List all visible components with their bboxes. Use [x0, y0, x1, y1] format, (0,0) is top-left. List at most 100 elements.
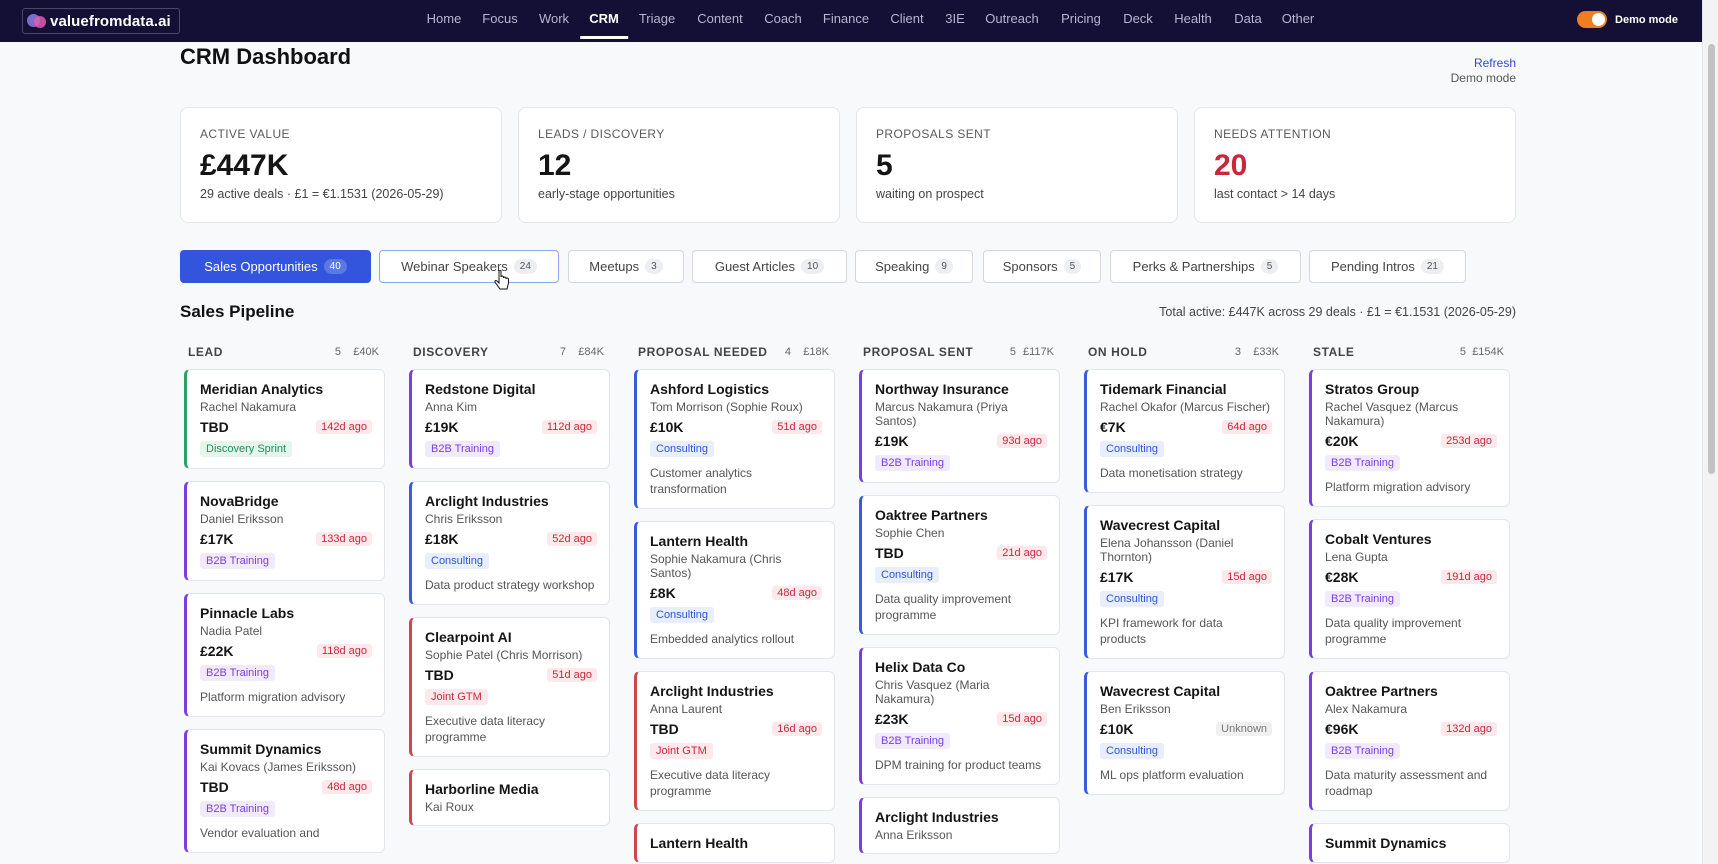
deal-value: €28K: [1325, 569, 1359, 585]
top-navigation-bar: valuefromdata.ai Home Focus Work CRM Triage C…: [0, 0, 1718, 42]
deal-card[interactable]: Ashford Logistics Tom Morrison (Sophie Ro…: [634, 369, 835, 509]
column-value: £40K: [353, 346, 379, 358]
deal-card[interactable]: Summit Dynamics: [1309, 823, 1510, 863]
nav-home[interactable]: Home: [426, 11, 462, 26]
page-title: CRM Dashboard: [180, 44, 352, 69]
column-name: LEAD: [188, 345, 224, 359]
deal-value: €7K: [1100, 419, 1126, 435]
stat-value: 20: [1214, 149, 1248, 182]
mode-indicator: Demo mode: [1450, 71, 1516, 85]
deal-card[interactable]: Helix Data Co Chris Vasquez (Maria Nakamu…: [859, 647, 1060, 785]
deal-card[interactable]: Northway Insurance Marcus Nakamura (Priya…: [859, 369, 1060, 483]
deal-description: KPI framework for data products: [1100, 616, 1223, 646]
deal-card[interactable]: NovaBridge Daniel Eriksson £17K 133d ago B2B…: [184, 481, 385, 581]
deal-contact: Rachel Vasquez (Marcus Nakamura): [1325, 400, 1459, 428]
column-value: £84K: [578, 346, 604, 358]
deal-contact: Kai Kovacs (James Eriksson): [200, 760, 357, 774]
deal-company: NovaBridge: [200, 493, 279, 509]
tab-perks-partnerships[interactable]: Perks & Partnerships 5: [1110, 250, 1301, 283]
nav-client[interactable]: Client: [890, 11, 924, 26]
deal-card[interactable]: Meridian Analytics Rachel Nakamura TBD 142d…: [184, 369, 385, 469]
deal-card[interactable]: Arclight Industries Chris Eriksson £18K 52d…: [409, 481, 610, 605]
demo-mode-label: Demo mode: [1615, 13, 1678, 26]
deal-type-tag: B2B Training: [200, 553, 275, 569]
nav-data[interactable]: Data: [1234, 11, 1262, 26]
deal-contact: Rachel Nakamura: [200, 400, 297, 414]
column-value: £117K: [1023, 346, 1054, 358]
deal-card[interactable]: Harborline Media Kai Roux: [409, 769, 610, 826]
tab-label: Sponsors: [1002, 259, 1058, 274]
deal-card[interactable]: Lantern Health Sophie Nakamura (Chris San…: [634, 521, 835, 659]
deal-contact: Anna Kim: [425, 400, 478, 414]
deal-card[interactable]: Oaktree Partners Alex Nakamura €96K 132d ag…: [1309, 671, 1510, 811]
refresh-link[interactable]: Refresh: [1473, 56, 1516, 70]
nav-work[interactable]: Work: [538, 11, 570, 26]
nav-triage[interactable]: Triage: [638, 11, 676, 26]
deal-contact: Chris Eriksson: [425, 512, 503, 526]
deal-card[interactable]: Stratos Group Rachel Vasquez (Marcus Naka…: [1309, 369, 1510, 507]
deal-card[interactable]: Arclight Industries Anna Eriksson: [859, 797, 1060, 854]
deal-card[interactable]: Lantern Health: [634, 823, 835, 863]
deal-card[interactable]: Cobalt Ventures Lena Gupta €28K 191d ago B2B…: [1309, 519, 1510, 659]
nav-finance[interactable]: Finance: [822, 11, 870, 26]
nav-deck[interactable]: Deck: [1123, 11, 1153, 26]
deal-value-row: TBD 21d ago: [875, 545, 1047, 561]
tab-sales-opportunities[interactable]: Sales Opportunities 40: [180, 250, 371, 283]
stat-subtitle: waiting on prospect: [876, 187, 984, 201]
nav-other[interactable]: Other: [1281, 11, 1315, 26]
tab-label: Guest Articles: [714, 259, 796, 274]
brand-logo[interactable]: valuefromdata.ai: [22, 8, 180, 34]
nav-focus[interactable]: Focus: [482, 11, 518, 26]
scrollbar-thumb[interactable]: [1708, 44, 1715, 474]
pipeline-column-lead: LEAD 5 £40K Meridian Analytics Rachel Nakamu…: [180, 340, 385, 853]
deal-contact: Tom Morrison (Sophie Roux): [650, 400, 803, 414]
nav-outreach[interactable]: Outreach: [985, 11, 1039, 26]
deal-description: Executive data literacy programme: [425, 714, 546, 744]
deal-card[interactable]: Summit Dynamics Kai Kovacs (James Eriksso…: [184, 729, 385, 853]
deal-card[interactable]: Pinnacle Labs Nadia Patel £22K 118d ago B2B …: [184, 593, 385, 717]
deal-company: Ashford Logistics: [650, 381, 770, 397]
last-contact-badge: 48d ago: [772, 586, 822, 600]
column-count: 5: [334, 346, 341, 358]
tab-count-badge: 21: [1420, 259, 1444, 274]
nav-crm[interactable]: CRM: [580, 0, 628, 42]
tab-speaking[interactable]: Speaking 9: [855, 250, 973, 283]
last-contact-badge: 64d ago: [1222, 420, 1272, 434]
tab-count-badge: 40: [323, 259, 347, 274]
deal-company: Lantern Health: [650, 533, 749, 549]
deal-card[interactable]: Wavecrest Capital Elena Johansson (Daniel…: [1084, 505, 1285, 659]
nav-3ie[interactable]: 3IE: [945, 11, 965, 26]
deal-card[interactable]: Redstone Digital Anna Kim £19K 112d ago B2B …: [409, 369, 610, 469]
deal-card[interactable]: Wavecrest Capital Ben Eriksson £10K Unknown…: [1084, 671, 1285, 795]
nav-health[interactable]: Health: [1174, 11, 1212, 26]
deal-type-tag: Consulting: [425, 553, 489, 569]
tab-meetups[interactable]: Meetups 3: [568, 250, 684, 283]
deal-contact: Sophie Nakamura (Chris Santos): [650, 552, 782, 580]
page-scrollbar[interactable]: [1702, 0, 1718, 864]
last-contact-badge: 21d ago: [997, 546, 1047, 560]
nav-pricing[interactable]: Pricing: [1061, 11, 1101, 26]
demo-mode-toggle[interactable]: [1577, 11, 1608, 28]
deal-description: DPM training for product teams: [875, 758, 1042, 772]
column-name: PROPOSAL NEEDED: [638, 345, 768, 359]
deal-card[interactable]: Arclight Industries Anna Laurent TBD 16d ag…: [634, 671, 835, 811]
tab-guest-articles[interactable]: Guest Articles 10: [692, 250, 847, 283]
deal-company: Redstone Digital: [425, 381, 536, 397]
tab-pending-intros[interactable]: Pending Intros 21: [1309, 250, 1466, 283]
tab-webinar-speakers[interactable]: Webinar Speakers 24: [379, 250, 559, 283]
deal-type-tag: Consulting: [1100, 743, 1164, 759]
nav-coach[interactable]: Coach: [764, 11, 802, 26]
deal-company: Clearpoint AI: [425, 629, 512, 645]
nav-content[interactable]: Content: [697, 11, 743, 26]
deal-type-tag: Consulting: [650, 441, 714, 457]
deal-card[interactable]: Clearpoint AI Sophie Patel (Chris Morriso…: [409, 617, 610, 757]
tab-sponsors[interactable]: Sponsors 5: [983, 250, 1101, 283]
column-header: LEAD 5 £40K: [180, 340, 385, 364]
deal-type-tag: Discovery Sprint: [200, 441, 293, 457]
deal-type-tag: Consulting: [875, 567, 939, 583]
deal-company: Oaktree Partners: [1325, 683, 1438, 699]
deal-card[interactable]: Oaktree Partners Sophie Chen TBD 21d ago Con…: [859, 495, 1060, 635]
last-contact-badge: Unknown: [1216, 722, 1272, 736]
deal-card[interactable]: Tidemark Financial Rachel Okafor (Marcus …: [1084, 369, 1285, 493]
deal-contact: Anna Eriksson: [875, 828, 953, 842]
